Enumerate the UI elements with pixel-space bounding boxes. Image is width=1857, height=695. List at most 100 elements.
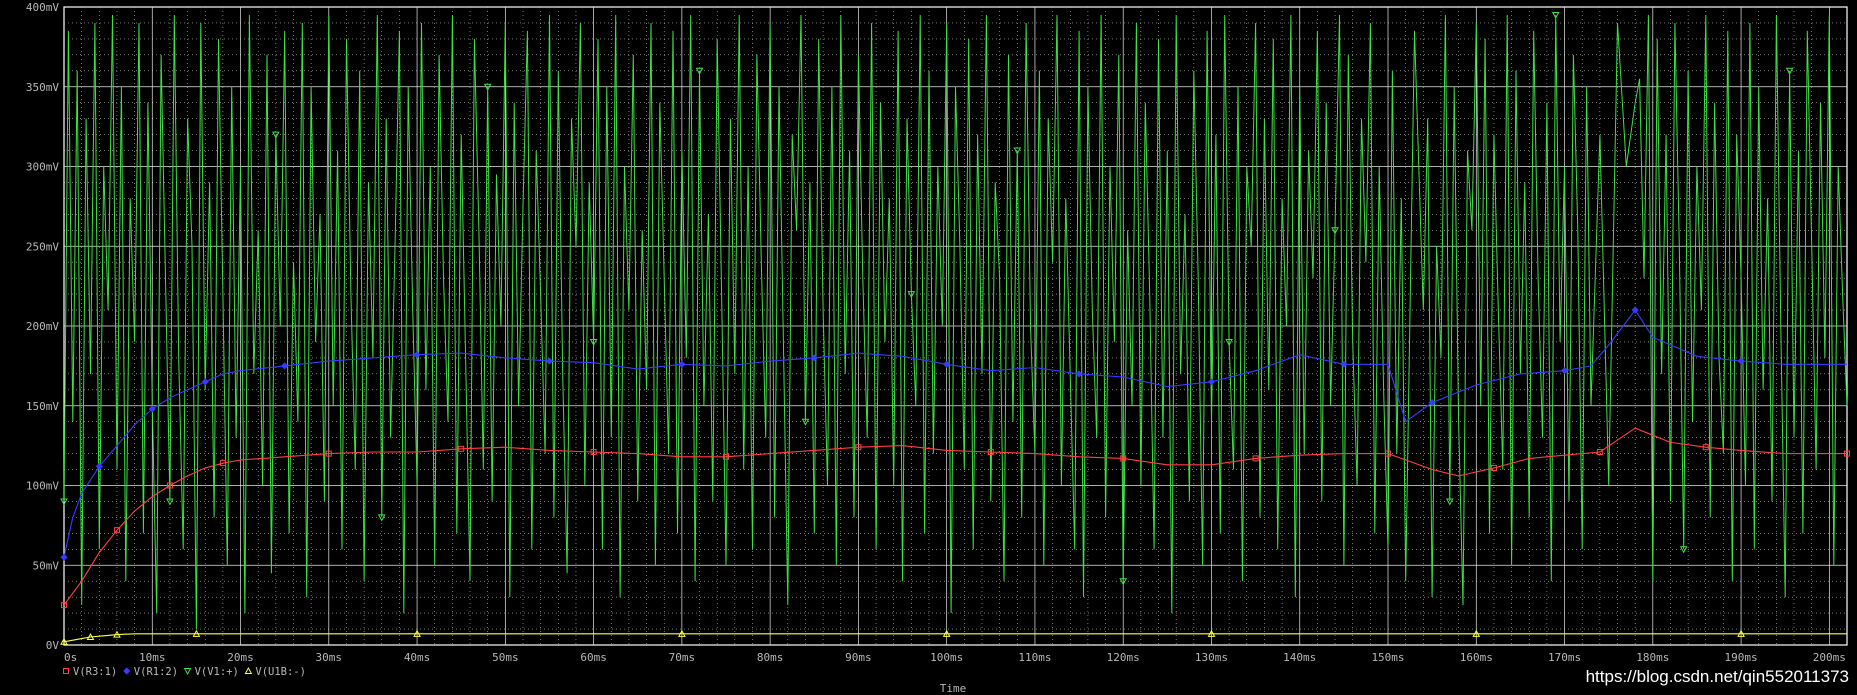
x-tick-label: 30ms xyxy=(316,651,343,664)
data-point xyxy=(1428,398,1436,407)
x-tick-label: 140ms xyxy=(1283,651,1316,664)
x-tick-label: 40ms xyxy=(404,651,431,664)
series-line xyxy=(63,14,1848,630)
x-tick-label: 50ms xyxy=(492,651,519,664)
data-point xyxy=(855,444,862,451)
x-tick-label: 80ms xyxy=(757,651,784,664)
data-point xyxy=(95,462,103,470)
data-point xyxy=(545,357,554,365)
legend-entry: V(R3:1) xyxy=(73,666,117,678)
x-tick-label: 0s xyxy=(64,651,77,664)
data-point xyxy=(413,351,421,359)
data-point xyxy=(192,629,201,637)
y-tick-label: 300mV xyxy=(26,161,59,174)
y-tick-label: 200mV xyxy=(26,320,59,333)
data-point xyxy=(1207,629,1216,637)
x-tick-label: 130ms xyxy=(1195,651,1228,664)
data-point xyxy=(325,450,332,457)
data-point xyxy=(810,354,818,362)
data-point xyxy=(943,360,951,368)
data-point xyxy=(1331,227,1339,235)
data-point xyxy=(1385,450,1392,457)
data-point xyxy=(695,67,704,75)
x-tick-label: 120ms xyxy=(1107,651,1140,664)
legend-marker xyxy=(183,668,192,676)
data-point xyxy=(1844,450,1850,457)
data-point xyxy=(987,449,994,456)
data-point xyxy=(281,362,289,370)
data-point xyxy=(483,83,492,91)
data-point xyxy=(60,498,68,506)
series-line xyxy=(63,427,1847,606)
data-point xyxy=(458,445,465,452)
data-point xyxy=(1119,578,1128,586)
y-tick-label: 100mV xyxy=(26,480,59,493)
data-point xyxy=(1445,498,1454,506)
data-point xyxy=(413,629,421,637)
grid xyxy=(64,7,1847,645)
data-point xyxy=(1737,629,1745,637)
x-tick-label: 160ms xyxy=(1460,651,1493,664)
x-tick-label: 60ms xyxy=(580,651,607,664)
x-tick-label: 90ms xyxy=(845,651,872,664)
data-point xyxy=(1120,455,1127,462)
data-point xyxy=(1679,546,1688,554)
data-point xyxy=(1631,306,1639,314)
data-point xyxy=(678,629,686,637)
y-tick-label: 250mV xyxy=(26,240,59,253)
data-point xyxy=(166,482,173,489)
series-line xyxy=(63,309,1847,558)
data-point xyxy=(113,527,120,534)
y-tick-label: 0V xyxy=(46,639,60,652)
data-point xyxy=(723,453,730,460)
data-point xyxy=(1472,629,1481,637)
x-axis-label: Time xyxy=(940,682,967,695)
legend-entry: V(U1B:-) xyxy=(255,666,306,678)
x-tick-label: 110ms xyxy=(1018,651,1051,664)
x-tick-label: 10ms xyxy=(139,651,166,664)
data-point xyxy=(1207,378,1216,386)
data-point xyxy=(942,629,951,637)
series-v-v1- xyxy=(60,11,1848,630)
data-point xyxy=(1737,357,1745,365)
series-layer xyxy=(60,11,1850,645)
data-point xyxy=(1785,67,1794,75)
y-tick-label: 350mV xyxy=(26,81,59,94)
y-axis-ticks: 0V 50mV 100mV 150mV 200mV 250mV 300mV 350mV 400m… xyxy=(26,1,59,652)
legend-marker xyxy=(244,666,253,674)
data-point xyxy=(1013,147,1022,155)
legend: V(R3:1) V(R1:2) V(V1:+) V(U1B:-) xyxy=(63,666,306,678)
data-point xyxy=(271,131,280,139)
x-tick-label: 190ms xyxy=(1725,651,1758,664)
x-tick-label: 150ms xyxy=(1371,651,1404,664)
legend-entry: V(R1:2) xyxy=(134,666,178,678)
data-point xyxy=(148,405,156,413)
data-point xyxy=(590,449,597,456)
x-tick-label: 20ms xyxy=(227,651,254,664)
data-point xyxy=(86,632,95,641)
y-tick-label: 150mV xyxy=(26,400,59,413)
data-point xyxy=(113,630,121,638)
legend-entry: V(V1:+) xyxy=(195,666,239,678)
y-tick-label: 400mV xyxy=(26,1,59,14)
x-tick-label: 200ms xyxy=(1813,651,1846,664)
data-point xyxy=(219,460,226,467)
data-point xyxy=(1560,367,1569,375)
x-axis-ticks: 0s 10ms 20ms 30ms 40ms 50ms 60ms 70ms 80ms 90ms 10… xyxy=(64,651,1846,664)
watermark: https://blog.csdn.net/qin552011373 xyxy=(1585,667,1849,686)
data-point xyxy=(201,378,209,386)
data-point xyxy=(166,498,174,506)
data-point xyxy=(377,514,386,522)
data-point xyxy=(1075,370,1083,378)
data-point xyxy=(1551,11,1560,20)
x-tick-label: 100ms xyxy=(930,651,963,664)
data-point xyxy=(678,360,686,368)
data-point xyxy=(1490,464,1497,471)
data-point xyxy=(1702,444,1709,451)
x-tick-label: 70ms xyxy=(669,651,696,664)
data-point xyxy=(1340,360,1348,368)
x-tick-label: 170ms xyxy=(1548,651,1581,664)
data-point xyxy=(1225,338,1233,346)
data-point xyxy=(589,338,598,346)
